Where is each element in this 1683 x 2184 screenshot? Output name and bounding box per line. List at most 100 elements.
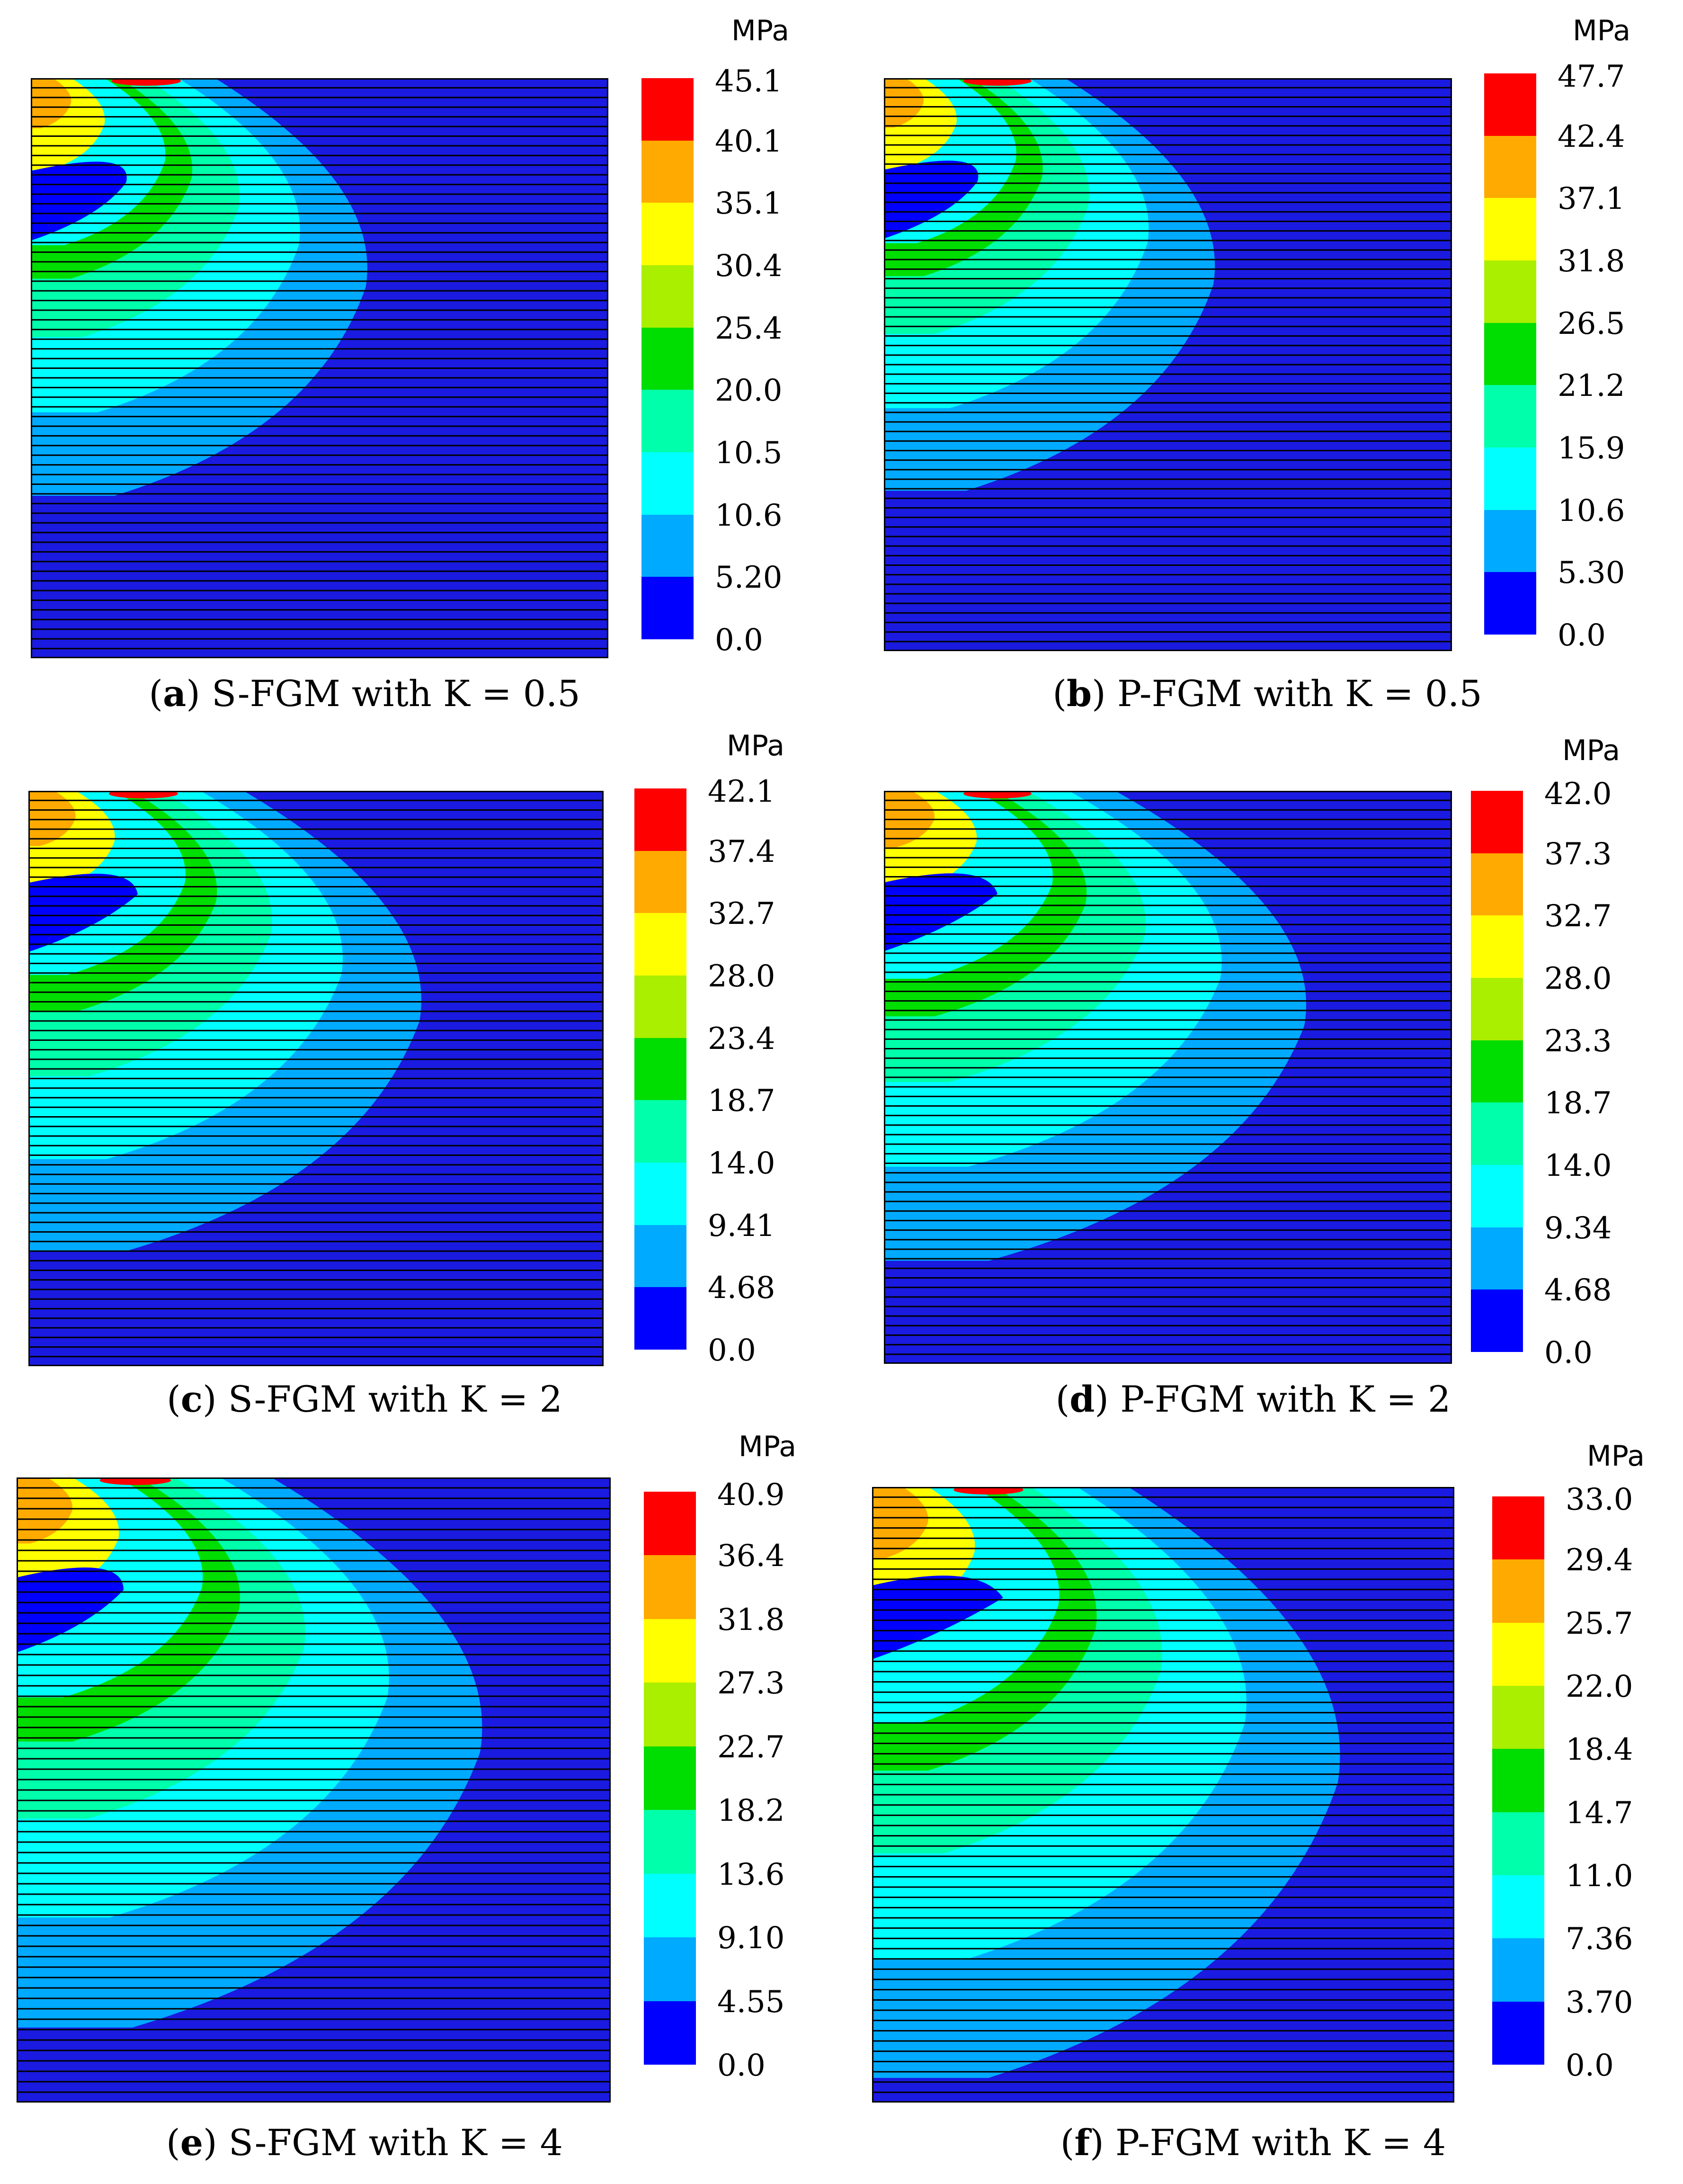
legend-tick-label: 15.9 bbox=[1558, 431, 1625, 466]
low-stress-pocket bbox=[872, 1575, 1003, 1659]
contour-band-6 bbox=[884, 78, 924, 128]
legend-swatch-a-8 bbox=[641, 577, 694, 639]
panel-f: 33.0 29.4 25.7 22.0 18.4 14.7 11.0 7.36 3.70 0.0 … bbox=[841, 1430, 1683, 2184]
legend-tick-label: 4.68 bbox=[1544, 1273, 1612, 1308]
legend-tick-label: 42.1 bbox=[708, 774, 775, 809]
legend-tick-label: 37.4 bbox=[708, 834, 775, 869]
legend-tick-label: 27.3 bbox=[717, 1666, 785, 1701]
legend-swatch-e-4 bbox=[644, 1746, 696, 1810]
legend-swatch-f-8 bbox=[1492, 2001, 1544, 2065]
contour-plot-d bbox=[884, 791, 1452, 1364]
legend-swatch-e-1 bbox=[644, 1555, 696, 1619]
legend-tick-label: 47.7 bbox=[1558, 59, 1625, 94]
legend-tick-label: 18.7 bbox=[708, 1083, 775, 1119]
legend-swatch-e-0 bbox=[644, 1492, 696, 1556]
legend-swatch-e-5 bbox=[644, 1810, 696, 1874]
caption-d: (d) P-FGM with K = 2 bbox=[1055, 1378, 1451, 1420]
legend-swatch-a-2 bbox=[641, 203, 694, 265]
panel-b: 47.7 42.4 37.1 31.8 26.5 21.2 15.9 10.6 5.30 0.0 … bbox=[841, 0, 1683, 720]
legend-tick-label: 42.4 bbox=[1558, 119, 1625, 154]
legend-swatch-d-2 bbox=[1471, 915, 1523, 978]
legend-unit-f: MPa bbox=[1587, 1440, 1645, 1473]
plot-border bbox=[28, 791, 604, 1366]
low-stress-pocket bbox=[31, 161, 127, 241]
legend-tick-label: 25.4 bbox=[715, 311, 783, 346]
plot-border bbox=[872, 1487, 1454, 2103]
legend-swatch-f-5 bbox=[1492, 1812, 1544, 1875]
peak-stress-spot bbox=[111, 78, 181, 86]
peak-stress-spot bbox=[109, 791, 178, 798]
legend-tick-label: 22.0 bbox=[1566, 1669, 1633, 1704]
legend-swatch-f-6 bbox=[1492, 1875, 1544, 1939]
legend-swatch-a-7 bbox=[641, 514, 694, 577]
legend-tick-label: 4.68 bbox=[708, 1271, 775, 1306]
legend-tick-label: 5.20 bbox=[715, 560, 783, 596]
caption-text-f: P-FGM with K = 4 bbox=[1104, 2121, 1446, 2164]
legend-swatch-b-8 bbox=[1484, 572, 1536, 635]
caption-text-b: P-FGM with K = 0.5 bbox=[1105, 672, 1482, 715]
legend-tick-label: 32.7 bbox=[1544, 899, 1612, 934]
caption-c: (c) S-FGM with K = 2 bbox=[167, 1378, 562, 1420]
legend-swatch-d-5 bbox=[1471, 1102, 1523, 1165]
legend-tick-label: 18.2 bbox=[717, 1793, 785, 1829]
legend-swatch-a-5 bbox=[641, 390, 694, 452]
legend-tick-label: 4.55 bbox=[717, 1984, 785, 2020]
legend-tick-label: 33.0 bbox=[1566, 1482, 1633, 1517]
legend-tick-label: 10.6 bbox=[715, 498, 783, 533]
legend-unit-e: MPa bbox=[739, 1430, 797, 1463]
caption-b: (b) P-FGM with K = 0.5 bbox=[1052, 672, 1482, 715]
color-legend-a: 45.1 40.1 35.1 30.4 25.4 20.0 10.5 10.6 5.20 0.0 bbox=[641, 66, 821, 658]
legend-swatch-b-6 bbox=[1484, 448, 1536, 510]
contour-band-6 bbox=[31, 78, 71, 128]
legend-tick-label: 0.0 bbox=[1544, 1335, 1593, 1370]
legend-tick-label: 10.6 bbox=[1558, 493, 1625, 528]
contour-band-6 bbox=[17, 1477, 73, 1544]
legend-tick-label: 0.0 bbox=[708, 1333, 756, 1368]
contour-svg-a bbox=[31, 78, 608, 658]
legend-swatch-d-0 bbox=[1471, 791, 1523, 853]
legend-swatch-a-4 bbox=[641, 327, 694, 390]
caption-letter-a: a bbox=[163, 672, 187, 715]
color-legend-b: 47.7 42.4 37.1 31.8 26.5 21.2 15.9 10.6 5.30 0.0 bbox=[1484, 62, 1664, 653]
legend-swatch-b-1 bbox=[1484, 135, 1536, 198]
legend-swatch-f-0 bbox=[1492, 1496, 1544, 1560]
legend-tick-label: 14.0 bbox=[708, 1146, 775, 1181]
panel-c: 42.1 37.4 32.7 28.0 23.4 18.7 14.0 9.41 4.68 0.0 … bbox=[0, 720, 841, 1430]
legend-tick-label: 42.0 bbox=[1544, 777, 1612, 812]
color-legend-c: 42.1 37.4 32.7 28.0 23.4 18.7 14.0 9.41 4.68 0.0 bbox=[634, 777, 814, 1369]
legend-tick-label: 14.0 bbox=[1544, 1148, 1612, 1183]
legend-tick-label: 37.1 bbox=[1558, 181, 1625, 217]
legend-swatch-a-3 bbox=[641, 265, 694, 328]
legend-swatch-c-7 bbox=[634, 1225, 686, 1288]
legend-swatch-f-3 bbox=[1492, 1686, 1544, 1749]
legend-tick-label: 31.8 bbox=[717, 1602, 785, 1638]
legend-swatch-b-5 bbox=[1484, 385, 1536, 448]
legend-swatch-b-4 bbox=[1484, 322, 1536, 385]
legend-tick-label: 0.0 bbox=[1566, 2048, 1614, 2083]
legend-swatch-a-0 bbox=[641, 78, 694, 141]
legend-swatch-f-4 bbox=[1492, 1749, 1544, 1812]
legend-swatch-e-3 bbox=[644, 1683, 696, 1746]
caption-letter-e: e bbox=[180, 2121, 204, 2164]
contour-plot-e bbox=[17, 1477, 611, 2103]
color-legend-e: 40.9 36.4 31.8 27.3 22.7 18.2 13.6 9.10 4.55 0.0 bbox=[644, 1480, 824, 2084]
contour-plot-b bbox=[884, 78, 1452, 651]
legend-tick-label: 13.6 bbox=[717, 1857, 785, 1892]
legend-swatch-b-2 bbox=[1484, 198, 1536, 260]
legend-swatch-d-3 bbox=[1471, 978, 1523, 1040]
peak-stress-spot bbox=[99, 1477, 171, 1485]
legend-unit-b: MPa bbox=[1573, 14, 1631, 47]
contour-svg-c bbox=[28, 791, 604, 1366]
contour-plot-c bbox=[28, 791, 604, 1366]
legend-tick-label: 3.70 bbox=[1566, 1985, 1633, 2020]
caption-e: (e) S-FGM with K = 4 bbox=[166, 2121, 563, 2164]
legend-swatch-c-8 bbox=[634, 1287, 686, 1350]
legend-swatch-c-1 bbox=[634, 850, 686, 913]
legend-tick-label: 32.7 bbox=[708, 896, 775, 932]
caption-text-a: S-FGM with K = 0.5 bbox=[200, 672, 580, 715]
caption-text-d: P-FGM with K = 2 bbox=[1109, 1378, 1451, 1420]
legend-unit-a: MPa bbox=[731, 14, 790, 47]
plot-border bbox=[31, 78, 608, 658]
legend-tick-label: 30.4 bbox=[715, 249, 783, 284]
low-stress-pocket bbox=[28, 873, 138, 952]
